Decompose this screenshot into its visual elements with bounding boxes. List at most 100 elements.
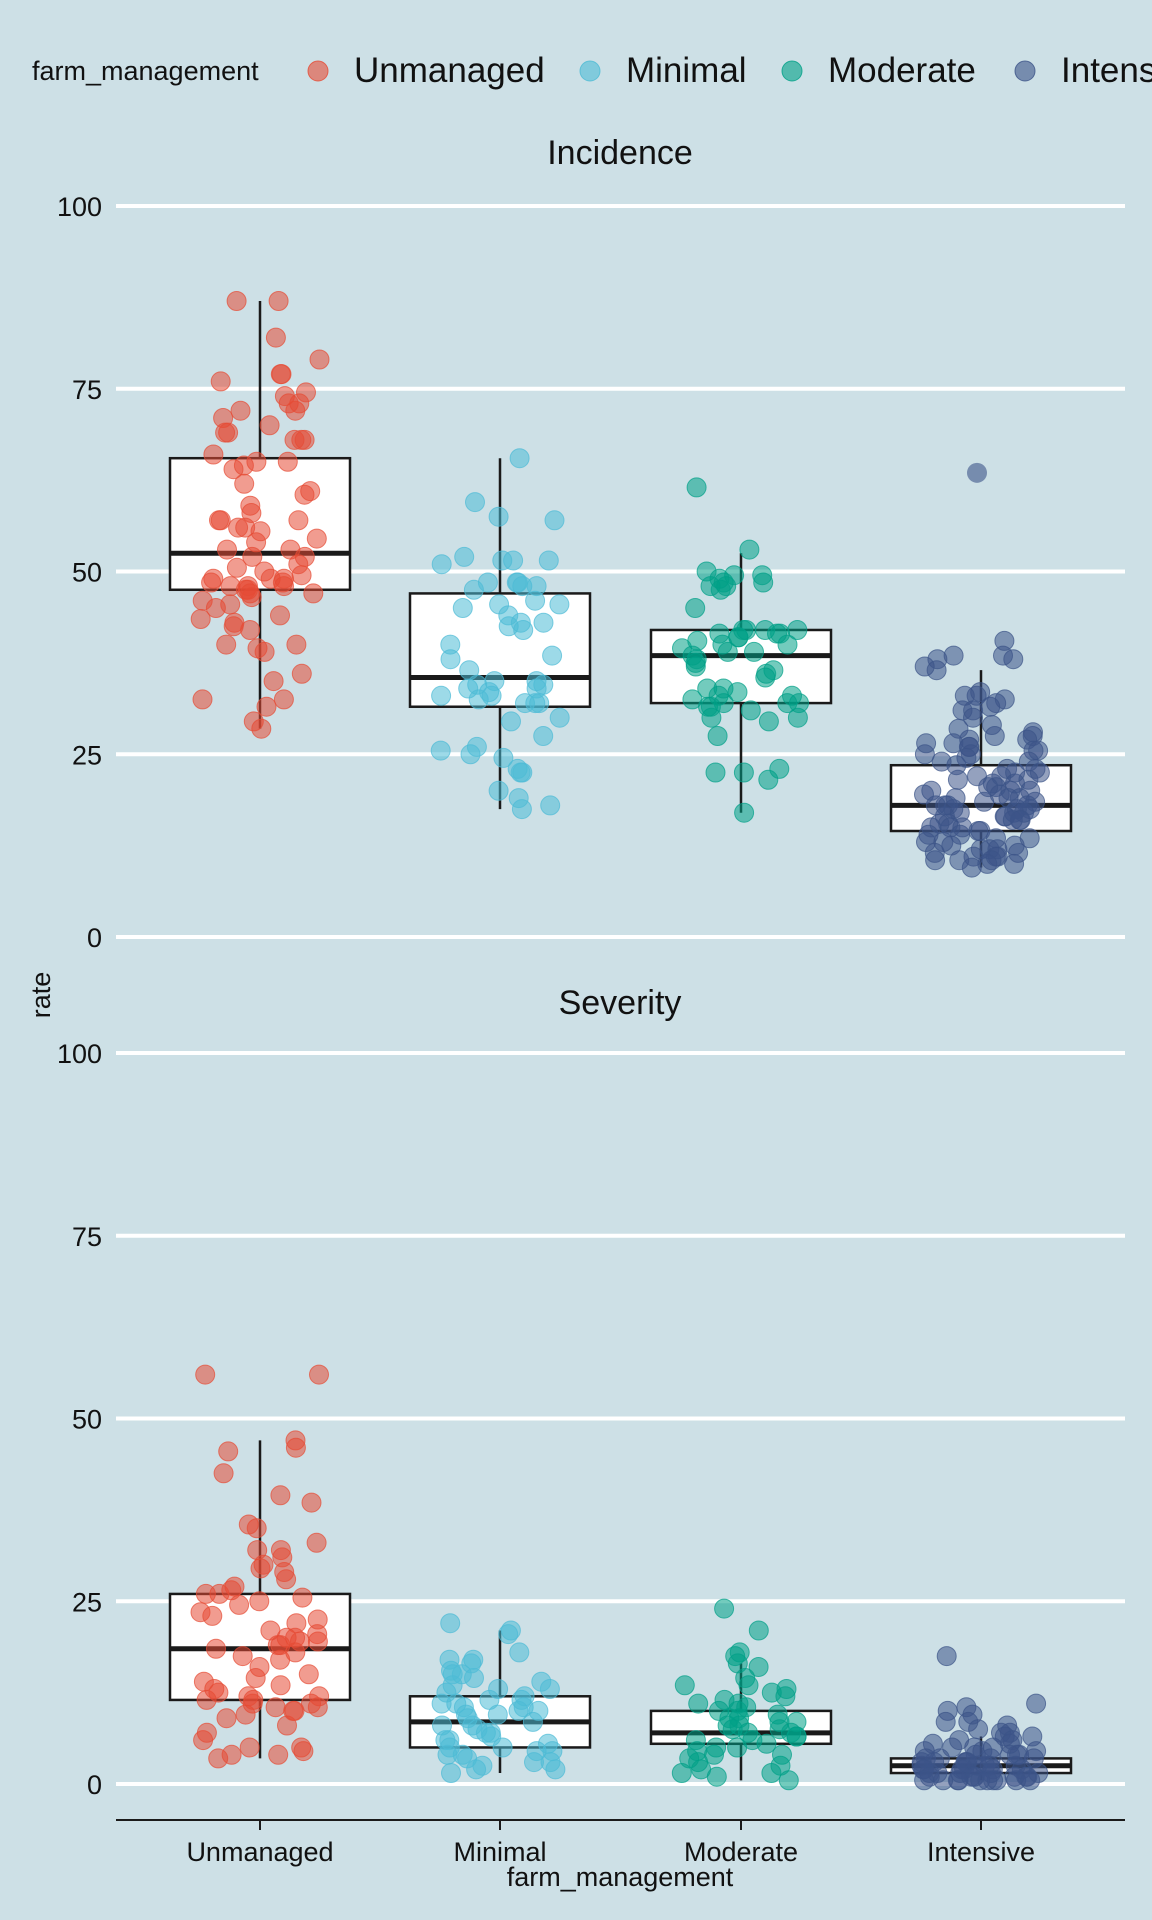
point-severity-unmanaged-24: [229, 1594, 250, 1615]
point-incidence-minimal-40: [525, 693, 546, 714]
y-tick-label-incidence-75: 75: [72, 375, 102, 405]
point-incidence-intensive-29: [914, 744, 935, 765]
point-incidence-unmanaged-58: [241, 587, 262, 608]
point-severity-intensive-0: [936, 1646, 957, 1667]
point-incidence-moderate-49: [707, 726, 728, 746]
point-severity-unmanaged-17: [276, 1569, 297, 1590]
point-incidence-moderate-0: [686, 477, 707, 498]
panel-title-severity: Severity: [559, 984, 682, 1022]
point-incidence-moderate-33: [755, 667, 776, 688]
x-tick-label-minimal: Minimal: [453, 1837, 546, 1867]
point-incidence-minimal-41: [549, 707, 570, 728]
point-incidence-minimal-53: [540, 795, 561, 816]
point-incidence-minimal-16: [549, 594, 570, 615]
point-severity-moderate-44: [761, 1763, 782, 1783]
y-tick-label-severity-75: 75: [72, 1222, 102, 1252]
point-incidence-minimal-15: [525, 590, 546, 611]
point-incidence-minimal-46: [460, 744, 481, 765]
point-incidence-minimal-42: [501, 711, 521, 732]
legend-label-intensive: Intensive: [1061, 51, 1152, 90]
point-severity-moderate-45: [706, 1766, 727, 1787]
point-incidence-unmanaged-1: [226, 291, 247, 311]
point-incidence-unmanaged-72: [263, 671, 284, 692]
point-severity-moderate-7: [674, 1675, 695, 1696]
point-severity-unmanaged-5: [213, 1463, 234, 1484]
point-severity-moderate-0: [714, 1598, 735, 1619]
x-tick-label-moderate: Moderate: [684, 1837, 798, 1867]
point-incidence-moderate-47: [701, 707, 722, 728]
point-incidence-intensive-20: [984, 726, 1005, 746]
point-incidence-unmanaged-45: [291, 565, 312, 586]
point-incidence-unmanaged-12: [285, 400, 306, 421]
point-severity-intensive-5: [935, 1711, 956, 1732]
point-incidence-unmanaged-40: [242, 546, 263, 567]
point-severity-unmanaged-22: [292, 1587, 313, 1608]
point-incidence-unmanaged-75: [256, 696, 277, 717]
point-incidence-unmanaged-61: [205, 598, 226, 618]
panel-severity: Severity 0 25 50 75 100: [57, 984, 1125, 1800]
point-severity-unmanaged-9: [246, 1518, 267, 1539]
point-incidence-unmanaged-71: [291, 663, 312, 684]
point-incidence-unmanaged-77: [251, 718, 272, 739]
point-severity-unmanaged-7: [301, 1492, 322, 1513]
outlier-incidence-intensive-0: [967, 462, 987, 483]
point-incidence-unmanaged-25: [234, 473, 255, 494]
legend-key-minimal: [579, 60, 601, 82]
point-incidence-unmanaged-27: [294, 484, 315, 505]
point-severity-minimal-26: [487, 1704, 508, 1725]
point-severity-unmanaged-0: [195, 1364, 216, 1385]
point-incidence-unmanaged-65: [223, 616, 244, 637]
point-severity-minimal-43: [437, 1744, 458, 1765]
point-incidence-minimal-23: [513, 620, 534, 640]
point-incidence-minimal-13: [512, 576, 533, 597]
point-incidence-moderate-53: [758, 769, 779, 790]
y-axis-title: rate: [26, 972, 56, 1019]
panel-incidence: Incidence 0 25 50 75 100: [57, 134, 1125, 953]
point-severity-unmanaged-6: [270, 1485, 291, 1506]
point-incidence-moderate-52: [733, 762, 754, 783]
point-incidence-intensive-15: [963, 707, 983, 728]
point-incidence-unmanaged-6: [210, 371, 231, 392]
point-incidence-minimal-26: [440, 649, 461, 670]
point-incidence-moderate-48: [758, 711, 779, 732]
point-incidence-unmanaged-30: [288, 510, 309, 531]
point-incidence-minimal-1: [465, 492, 485, 513]
point-incidence-intensive-97: [925, 850, 946, 871]
y-tick-label-incidence-25: 25: [72, 740, 102, 770]
point-incidence-moderate-6: [753, 572, 774, 593]
point-incidence-unmanaged-32: [209, 510, 229, 531]
legend: farm_management Unmanaged Minimal Moderate…: [32, 51, 1152, 90]
point-incidence-minimal-3: [544, 510, 565, 531]
point-severity-unmanaged-42: [298, 1664, 319, 1685]
point-incidence-unmanaged-11: [230, 400, 251, 421]
point-incidence-intensive-42: [947, 769, 968, 790]
legend-key-moderate: [781, 60, 803, 82]
point-incidence-unmanaged-20: [203, 444, 224, 465]
point-incidence-unmanaged-57: [303, 583, 324, 604]
point-incidence-moderate-26: [717, 641, 738, 662]
y-tick-label-severity-0: 0: [87, 1770, 102, 1800]
y-tick-label-severity-50: 50: [72, 1405, 102, 1435]
point-incidence-unmanaged-3: [309, 349, 330, 370]
point-severity-minimal-3: [509, 1642, 530, 1663]
point-incidence-unmanaged-39: [217, 539, 237, 560]
point-incidence-minimal-50: [510, 762, 531, 783]
point-incidence-moderate-54: [734, 802, 755, 823]
point-incidence-intensive-100: [1004, 853, 1025, 874]
point-incidence-intensive-56: [974, 791, 995, 812]
point-severity-unmanaged-66: [268, 1744, 289, 1765]
point-severity-intensive-8: [968, 1719, 989, 1740]
point-incidence-unmanaged-43: [226, 557, 247, 578]
point-severity-unmanaged-39: [232, 1646, 253, 1667]
point-severity-unmanaged-1: [309, 1364, 329, 1385]
point-severity-unmanaged-65: [293, 1741, 314, 1762]
point-severity-minimal-39: [492, 1737, 513, 1758]
point-incidence-minimal-2: [488, 506, 509, 527]
point-severity-unmanaged-58: [235, 1704, 256, 1725]
point-severity-unmanaged-59: [216, 1708, 237, 1729]
point-severity-moderate-30: [786, 1726, 807, 1747]
x-axis: Unmanaged Minimal Moderate Intensive: [186, 1820, 1035, 1867]
point-severity-unmanaged-15: [250, 1558, 271, 1579]
point-incidence-unmanaged-49: [201, 572, 222, 593]
